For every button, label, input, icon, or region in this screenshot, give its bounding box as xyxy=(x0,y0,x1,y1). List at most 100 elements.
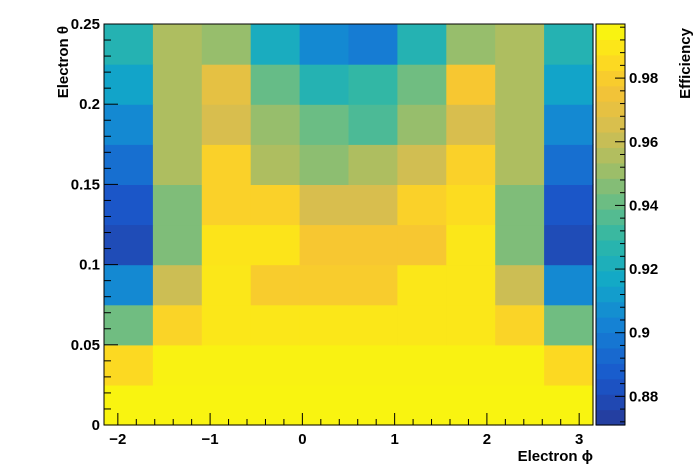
heatmap-cell xyxy=(299,64,350,105)
y-tick-label: 0.05 xyxy=(71,337,100,354)
heatmap-cell xyxy=(348,144,398,185)
heatmap-cell xyxy=(446,184,496,226)
x-axis: −2 −1 0 1 2 3 xyxy=(109,413,583,448)
heatmap-cell xyxy=(397,224,447,266)
palette-band xyxy=(596,332,625,349)
heatmap-cell xyxy=(104,104,154,145)
heatmap-cell xyxy=(397,64,447,105)
palette-frame xyxy=(595,23,626,426)
heatmap-cell xyxy=(446,344,496,386)
y-tick-label: 0 xyxy=(92,417,100,434)
heatmap-cell xyxy=(152,384,203,426)
heatmap-cell xyxy=(544,264,594,306)
heatmap-cell xyxy=(544,144,594,185)
y-axis: 0 0.05 0.1 0.15 0.2 0.25 xyxy=(71,16,118,434)
palette-band xyxy=(596,301,625,318)
palette-band xyxy=(596,224,625,241)
heatmap-cell xyxy=(348,224,398,266)
heatmap-cell xyxy=(104,184,154,226)
plot-frame xyxy=(103,23,594,426)
heatmap-cell xyxy=(348,384,398,426)
heatmap-cell xyxy=(495,384,545,426)
heatmap-cell xyxy=(104,144,154,185)
heatmap-cell xyxy=(104,224,154,266)
heatmap-cell xyxy=(250,344,301,386)
heatmap-cell xyxy=(397,24,447,65)
heatmap-cell xyxy=(544,104,594,145)
y-tick-label: 0.1 xyxy=(79,257,100,274)
heatmap-cell xyxy=(152,104,203,145)
heatmap-cell xyxy=(152,144,203,185)
heatmap-cell xyxy=(495,144,545,185)
heatmap-cell xyxy=(299,384,350,426)
heatmap-cell xyxy=(250,184,301,226)
x-tick-label: 3 xyxy=(575,431,583,448)
palette-band xyxy=(596,24,625,41)
z-tick-label: 0.94 xyxy=(629,197,659,214)
x-tick-label: 0 xyxy=(298,431,306,448)
heatmap-cell xyxy=(495,24,545,65)
y-tick-label: 0.25 xyxy=(71,16,100,33)
heatmap-cell xyxy=(495,184,545,226)
heatmap-cell xyxy=(299,24,350,65)
palette-band xyxy=(596,70,625,87)
z-tick-label: 0.9 xyxy=(629,325,650,342)
z-tick-label: 0.98 xyxy=(629,70,658,87)
color-axis-label: Efficiency xyxy=(677,27,694,99)
z-tick-label: 0.92 xyxy=(629,261,658,278)
heatmap-cell xyxy=(250,104,301,145)
palette-band xyxy=(596,85,625,102)
palette-band xyxy=(596,347,625,364)
heatmap-cell xyxy=(201,264,252,306)
palette-band xyxy=(596,286,625,303)
heatmap-cell xyxy=(250,264,301,306)
heatmap-cell xyxy=(250,144,301,185)
heatmap-cell xyxy=(152,64,203,105)
heatmap-cell xyxy=(104,24,154,65)
palette-band xyxy=(596,239,625,256)
heatmap-cell xyxy=(201,144,252,185)
palette-band xyxy=(596,39,625,56)
heatmap-cell xyxy=(495,64,545,105)
heatmap-cell xyxy=(250,64,301,105)
x-tick-label: −1 xyxy=(202,431,219,448)
heatmap-cell xyxy=(495,304,545,346)
heatmap-cell xyxy=(250,224,301,266)
palette-band xyxy=(596,193,625,210)
heatmap-cell xyxy=(544,24,594,65)
heatmap-cell xyxy=(397,384,447,426)
heatmap-cell xyxy=(446,144,496,185)
heatmap-cell xyxy=(104,304,154,346)
color-palette: 0.88 0.9 0.92 0.94 0.96 0.98 xyxy=(595,23,659,426)
x-tick-label: 2 xyxy=(483,431,491,448)
heatmap-cell xyxy=(299,184,350,226)
heatmap-cell xyxy=(397,304,447,346)
x-tick-label: 1 xyxy=(390,431,398,448)
heatmap-cell xyxy=(446,104,496,145)
heatmap-cell xyxy=(152,184,203,226)
heatmap-cell xyxy=(348,64,398,105)
y-tick-label: 0.2 xyxy=(79,96,100,113)
heatmap-cell xyxy=(446,24,496,65)
heatmap-cell xyxy=(201,344,252,386)
heatmap-cell xyxy=(250,24,301,65)
z-tick-label: 0.96 xyxy=(629,134,658,151)
heatmap-cell xyxy=(397,344,447,386)
heatmap-cell xyxy=(397,184,447,226)
heatmap-cell xyxy=(250,304,301,346)
heatmap-cell xyxy=(201,184,252,226)
heatmap-cell xyxy=(495,104,545,145)
palette-band xyxy=(596,178,625,195)
heatmap-cell xyxy=(104,264,154,306)
heatmap-cell xyxy=(397,264,447,306)
y-tick-label: 0.15 xyxy=(71,176,100,193)
heatmap-cell xyxy=(348,184,398,226)
heatmap-cell xyxy=(201,384,252,426)
heatmap-cell xyxy=(544,184,594,226)
heatmap-cell xyxy=(104,384,154,426)
heatmap-cell xyxy=(152,344,203,386)
heatmap-cell xyxy=(299,224,350,266)
heatmap-cell xyxy=(446,64,496,105)
palette-band xyxy=(596,101,625,118)
